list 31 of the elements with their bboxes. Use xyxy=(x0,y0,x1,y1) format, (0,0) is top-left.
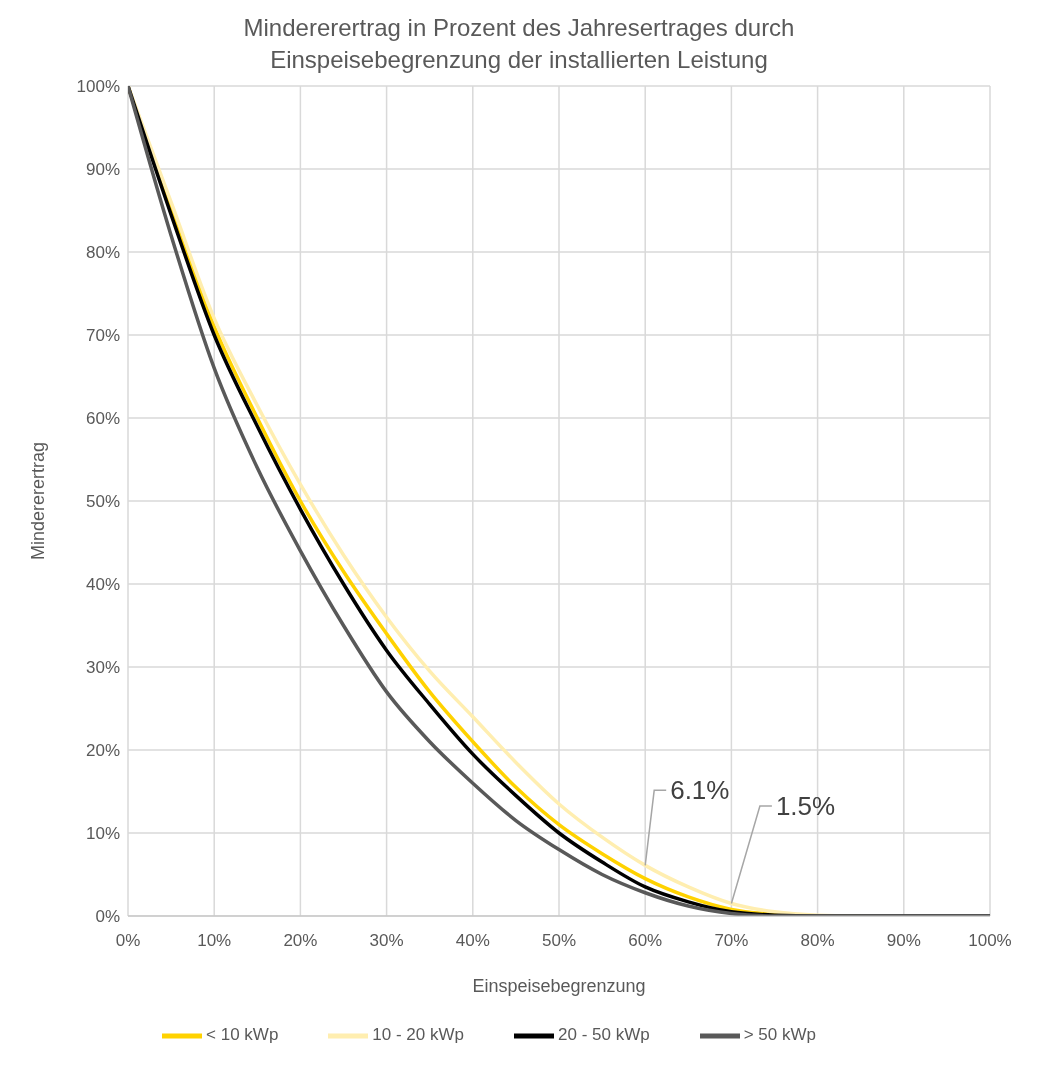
y-tick-label: 80% xyxy=(85,243,120,263)
legend-label: < 10 kWp xyxy=(206,1025,279,1045)
x-axis-title: Einspeisebegrenzung xyxy=(472,976,646,996)
y-tick-label: 60% xyxy=(85,409,120,429)
x-tick-label: 100% xyxy=(968,931,1012,951)
legend-label: 10 - 20 kWp xyxy=(372,1025,464,1045)
y-tick-label: 100% xyxy=(76,77,120,97)
x-tick-label: 10% xyxy=(197,931,232,951)
y-tick-label: 70% xyxy=(85,326,120,346)
x-tick-label: 20% xyxy=(283,931,318,951)
x-tick-label: 30% xyxy=(369,931,404,951)
x-tick-label: 90% xyxy=(886,931,921,951)
y-tick-label: 90% xyxy=(85,160,120,180)
legend-label: > 50 kWp xyxy=(743,1025,816,1045)
y-axis-title: Mindererertrag xyxy=(28,441,49,561)
y-tick-label: 20% xyxy=(85,741,120,761)
y-tick-label: 50% xyxy=(85,492,120,512)
x-tick-label: 70% xyxy=(714,931,749,951)
x-tick-label: 80% xyxy=(800,931,835,951)
x-tick-label: 60% xyxy=(628,931,663,951)
y-tick-label: 30% xyxy=(85,658,120,678)
legend-label: 20 - 50 kWp xyxy=(558,1025,650,1045)
annotation: 6.1% xyxy=(670,775,730,806)
x-tick-label: 50% xyxy=(541,931,577,951)
annotation: 1.5% xyxy=(775,791,836,822)
y-tick-label: 10% xyxy=(85,824,120,844)
x-tick-label: 40% xyxy=(455,931,490,951)
y-tick-label: 40% xyxy=(85,575,120,595)
x-tick-label: 0% xyxy=(115,931,141,951)
y-tick-label: 0% xyxy=(95,907,120,927)
chart-title: Mindererertrag in Prozent des Jahresertrages durch Einspeisebegrenzung der installierten Leistung xyxy=(242,13,796,75)
